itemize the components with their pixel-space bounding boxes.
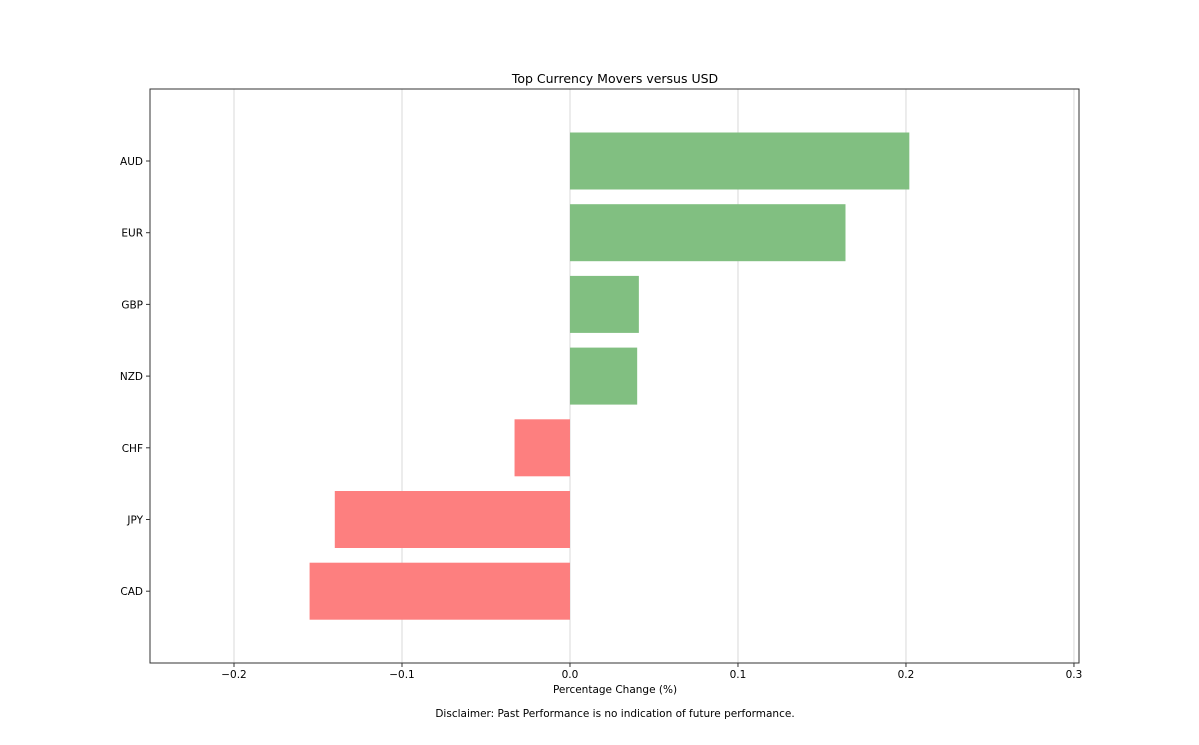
x-tick-label: 0.1 xyxy=(730,669,747,681)
y-tick-label-gbp: GBP xyxy=(121,299,143,311)
disclaimer-text: Disclaimer: Past Performance is no indic… xyxy=(435,708,794,720)
bar-chf xyxy=(514,419,570,477)
y-tick-label-chf: CHF xyxy=(122,443,143,455)
bar-cad xyxy=(309,562,570,620)
x-tick-label: −0.2 xyxy=(221,669,247,681)
x-tick-label: −0.1 xyxy=(389,669,415,681)
bar-aud xyxy=(569,132,910,190)
chart-title: Top Currency Movers versus USD xyxy=(511,71,718,86)
bar-gbp xyxy=(569,275,639,333)
bar-nzd xyxy=(569,347,638,405)
bar-eur xyxy=(569,204,846,262)
y-tick-label-nzd: NZD xyxy=(120,371,143,383)
y-tick-label-aud: AUD xyxy=(120,156,143,168)
y-tick-label-eur: EUR xyxy=(121,228,143,240)
ticks: −0.2 −0.1 0.0 0.1 0.2 0.3 AUD EUR GBP NZD CHF JPY CA… xyxy=(120,156,1082,681)
x-tick-label: 0.3 xyxy=(1066,669,1083,681)
bars xyxy=(309,132,910,620)
y-tick-label-cad: CAD xyxy=(120,586,143,598)
x-tick-label: 0.0 xyxy=(562,669,579,681)
y-tick-label-jpy: JPY xyxy=(126,515,143,527)
bar-jpy xyxy=(334,491,570,548)
x-axis-label: Percentage Change (%) xyxy=(553,684,677,696)
x-tick-label: 0.2 xyxy=(898,669,915,681)
